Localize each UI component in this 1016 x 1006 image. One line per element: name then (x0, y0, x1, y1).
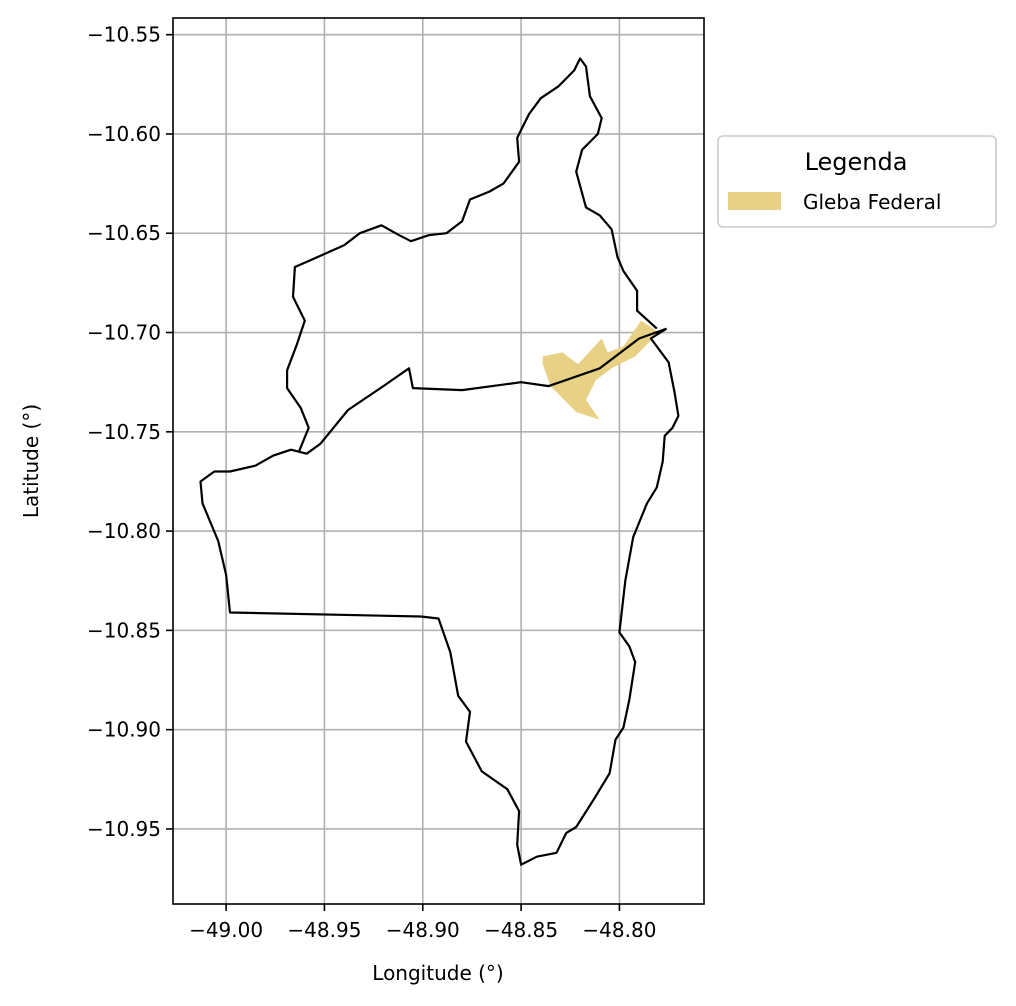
legend-label-gleba-federal: Gleba Federal (803, 190, 941, 214)
y-axis-label: Latitude (°) (19, 404, 43, 518)
map-layers (199, 57, 680, 866)
y-tick-label: −10.80 (87, 519, 161, 543)
polygon-gleba-federal (542, 320, 659, 420)
legend-box (717, 135, 997, 228)
y-tick-label: −10.90 (87, 718, 161, 742)
y-tick-label: −10.95 (87, 817, 161, 841)
y-tick-label: −10.85 (87, 618, 161, 642)
x-tick-label: −48.95 (287, 918, 361, 942)
plot-area-frame (172, 17, 705, 905)
legend-swatch-gleba-federal (728, 192, 781, 210)
x-tick-label: −48.90 (386, 918, 460, 942)
x-tick-label: −48.85 (484, 918, 558, 942)
x-tick-label: −48.80 (582, 918, 656, 942)
x-axis-label: Longitude (°) (372, 961, 503, 985)
y-tick-label: −10.55 (87, 23, 161, 47)
y-tick-label: −10.65 (87, 221, 161, 245)
y-tick-label: −10.75 (87, 420, 161, 444)
legend-title: Legenda (805, 148, 908, 176)
boundary-line (199, 327, 680, 866)
x-tick-label: −49.00 (189, 918, 263, 942)
y-tick-label: −10.60 (87, 122, 161, 146)
axis-ticks: −49.00 −48.95 −48.90 −48.85 −48.80 −10.55 −10.… (87, 23, 656, 942)
y-tick-label: −10.70 (87, 321, 161, 345)
gridlines (173, 18, 704, 904)
boundary-north-line (286, 57, 658, 453)
legend: Legenda Gleba Federal (717, 135, 997, 228)
